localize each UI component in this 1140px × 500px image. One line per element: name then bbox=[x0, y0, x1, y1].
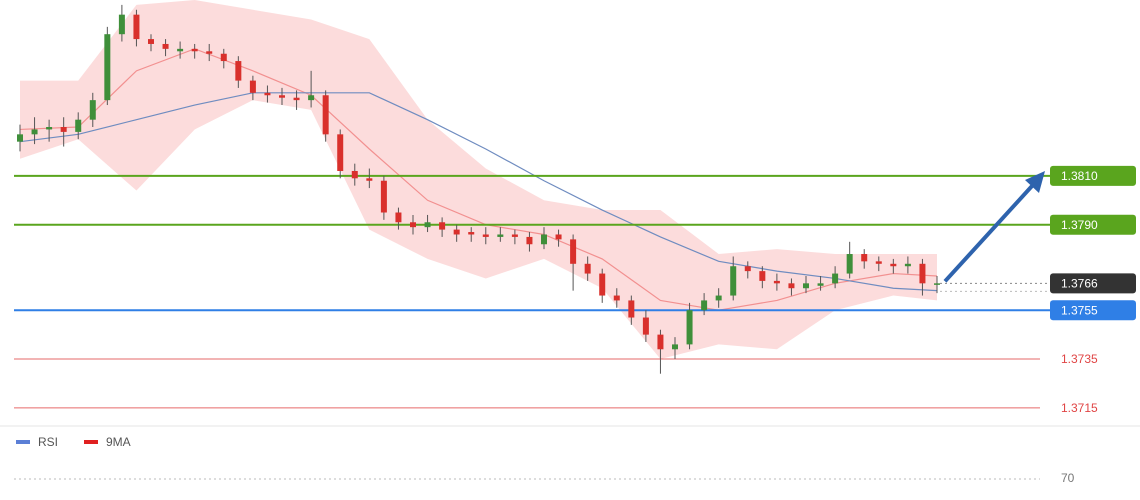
candle-body bbox=[890, 263, 897, 267]
candle-body bbox=[541, 234, 547, 245]
candle-body bbox=[366, 178, 373, 181]
candle-body bbox=[934, 283, 940, 285]
candle-body bbox=[672, 344, 678, 350]
candle-body bbox=[235, 61, 242, 81]
current-price-box bbox=[1050, 273, 1136, 294]
y-tick-label: 70 bbox=[1061, 471, 1075, 485]
candle-body bbox=[46, 127, 53, 130]
candle-body bbox=[875, 261, 882, 264]
legend-swatch bbox=[84, 440, 98, 444]
candle-body bbox=[206, 51, 213, 54]
candle-body bbox=[177, 48, 184, 52]
level-label: 1.3810 bbox=[1061, 169, 1098, 183]
legend-label: 9MA bbox=[106, 435, 131, 449]
candle-body bbox=[817, 283, 824, 286]
legend-label: RSI bbox=[38, 435, 58, 449]
candle-body bbox=[191, 48, 198, 52]
forecast-arrowhead bbox=[1025, 171, 1045, 193]
forecast-arrow bbox=[943, 184, 1034, 283]
candle-body bbox=[380, 180, 387, 213]
candle-body bbox=[701, 300, 708, 311]
candle-body bbox=[75, 119, 82, 132]
candle-body bbox=[17, 134, 23, 142]
candle-body bbox=[279, 95, 285, 98]
candle-body bbox=[293, 97, 300, 101]
candle-body bbox=[118, 14, 125, 35]
candle-body bbox=[613, 295, 620, 301]
candle-body bbox=[249, 80, 256, 93]
level-label: 1.3735 bbox=[1061, 352, 1098, 366]
level-label-box bbox=[1050, 300, 1136, 321]
candle-body bbox=[555, 234, 562, 240]
candle-body bbox=[482, 234, 489, 237]
candle-body bbox=[773, 280, 780, 284]
candle-body bbox=[759, 271, 766, 281]
candle-body bbox=[744, 266, 751, 272]
level-label: 1.3755 bbox=[1061, 303, 1098, 317]
candle-body bbox=[919, 263, 926, 284]
candle-body bbox=[904, 263, 911, 267]
level-label-box bbox=[1050, 165, 1136, 186]
candle-body bbox=[599, 273, 606, 296]
candle-body bbox=[584, 263, 591, 274]
candle-body bbox=[220, 53, 227, 62]
candle-body bbox=[570, 239, 577, 264]
candle-body bbox=[60, 127, 67, 132]
current-price-label: 1.3766 bbox=[1061, 277, 1098, 291]
legend-swatch bbox=[16, 440, 30, 444]
band-area bbox=[20, 0, 937, 360]
candle-body bbox=[351, 170, 358, 179]
candle-body bbox=[104, 34, 111, 101]
candle-body bbox=[832, 273, 839, 284]
candle-body bbox=[526, 236, 533, 245]
candle-body bbox=[308, 95, 315, 101]
candle-body bbox=[322, 95, 329, 135]
candle-body bbox=[424, 222, 431, 228]
candle-body bbox=[511, 234, 518, 237]
candle-body bbox=[657, 334, 664, 350]
candle-body bbox=[642, 317, 649, 335]
candle-body bbox=[788, 283, 795, 289]
level-label-box bbox=[1050, 214, 1136, 235]
candle-body bbox=[846, 254, 853, 274]
candle-body bbox=[148, 39, 154, 44]
candle-body bbox=[337, 134, 344, 171]
candle-body bbox=[861, 254, 868, 262]
candle-body bbox=[264, 92, 271, 96]
candle-body bbox=[468, 232, 475, 235]
candle-body bbox=[395, 212, 402, 223]
candle-body bbox=[453, 229, 460, 235]
candle-body bbox=[715, 295, 722, 301]
candle-body bbox=[133, 14, 140, 40]
candle-body bbox=[686, 310, 693, 345]
level-label: 1.3790 bbox=[1061, 218, 1098, 232]
candle-body bbox=[730, 266, 737, 296]
candle-body bbox=[628, 300, 635, 318]
candle-body bbox=[803, 283, 809, 289]
slow-ma-line bbox=[19, 92, 938, 292]
level-label: 1.3715 bbox=[1061, 401, 1098, 415]
candle-body bbox=[162, 43, 169, 49]
candle-body bbox=[31, 129, 38, 135]
candle-body bbox=[410, 222, 416, 228]
candle-body bbox=[439, 222, 446, 230]
candle-body bbox=[89, 100, 96, 120]
candle-body bbox=[497, 234, 504, 237]
